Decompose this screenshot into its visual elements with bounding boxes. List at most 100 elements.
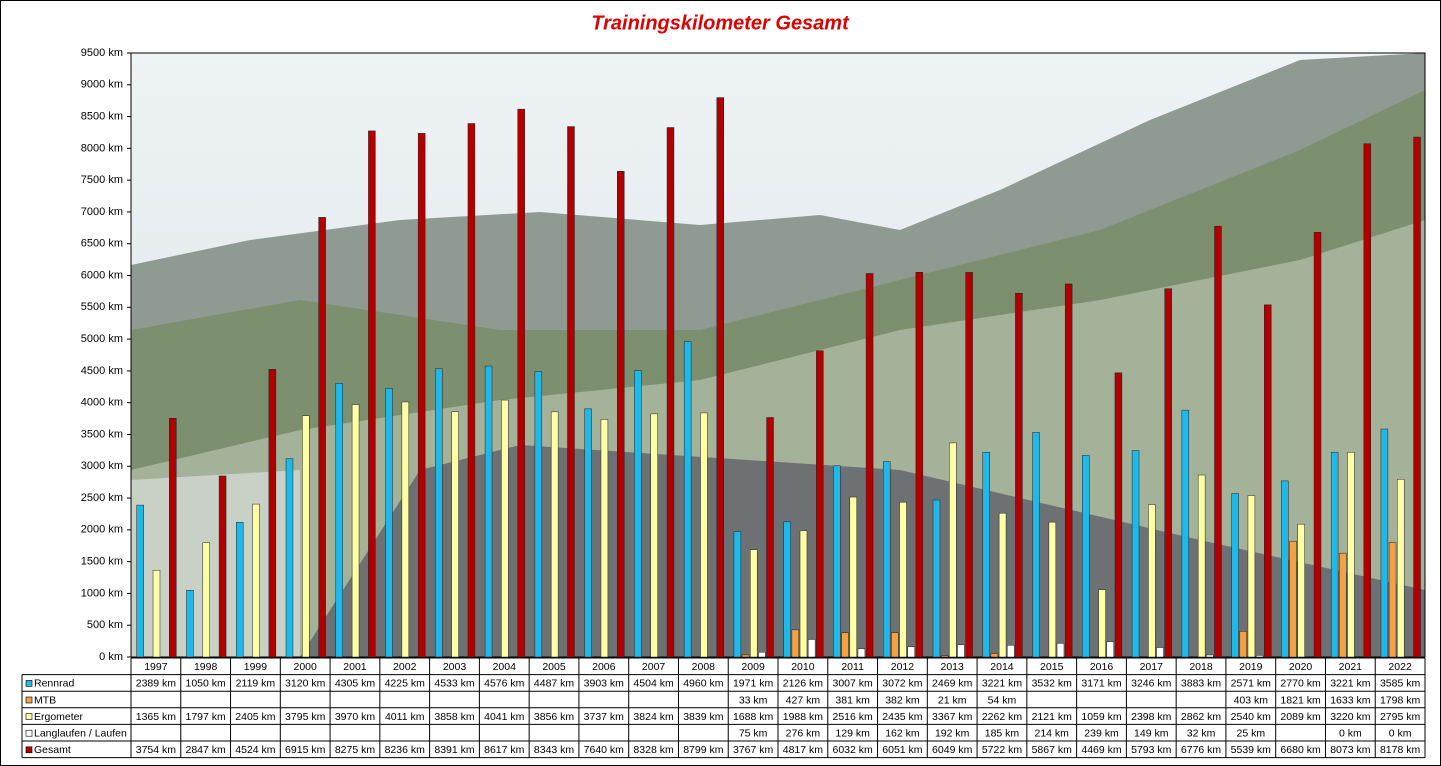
x-tick-label: 2021	[1339, 661, 1363, 673]
bar	[750, 549, 758, 658]
value-label: 239 km	[1084, 727, 1119, 739]
bar	[202, 542, 210, 658]
x-tick-label: 2005	[542, 661, 566, 673]
bar	[186, 589, 194, 658]
bar	[218, 475, 227, 658]
bar	[136, 504, 144, 658]
bar	[882, 461, 891, 658]
value-label: 3858 km	[434, 711, 475, 723]
y-tick-label: 7000 km	[81, 206, 123, 218]
legend-label: Langlaufen / Laufen	[34, 727, 127, 739]
bar	[1206, 654, 1214, 658]
legend-swatch	[25, 746, 33, 754]
bar	[1297, 523, 1305, 658]
bar	[1413, 136, 1421, 658]
value-label: 2126 km	[783, 678, 824, 690]
chart-title: Trainingskilometer Gesamt	[591, 12, 850, 34]
y-tick-label: 3500 km	[81, 428, 123, 440]
value-label: 4041 km	[484, 711, 525, 723]
value-label: 32 km	[1187, 727, 1216, 739]
bar	[302, 415, 310, 658]
value-label: 2121 km	[1032, 711, 1073, 723]
bar	[385, 388, 393, 658]
x-tick-label: 2006	[592, 661, 616, 673]
bar	[417, 133, 426, 658]
value-label: 3585 km	[1380, 678, 1421, 690]
bar	[401, 401, 410, 658]
y-tick-label: 1500 km	[81, 556, 123, 568]
value-label: 162 km	[885, 727, 920, 739]
value-label: 3120 km	[285, 678, 326, 690]
legend-label: MTB	[34, 694, 56, 706]
y-tick-label: 2000 km	[81, 524, 123, 536]
bar	[1148, 504, 1156, 658]
bar	[857, 648, 866, 658]
y-tick-label: 8500 km	[81, 110, 123, 122]
bar	[501, 399, 509, 658]
value-label: 1971 km	[733, 678, 774, 690]
value-label: 3970 km	[335, 711, 376, 723]
value-label: 25 km	[1237, 727, 1266, 739]
value-label: 3767 km	[733, 744, 774, 756]
bar	[733, 531, 742, 658]
bar	[152, 569, 161, 658]
x-tick-label: 2004	[493, 661, 517, 673]
y-tick-label: 0 km	[99, 651, 123, 663]
value-label: 3007 km	[833, 678, 874, 690]
bar	[833, 465, 841, 658]
bar	[1114, 372, 1123, 658]
bar	[634, 370, 642, 658]
bar	[666, 127, 675, 658]
x-tick-label: 2011	[841, 661, 864, 673]
value-label: 3171 km	[1081, 678, 1122, 690]
bar	[1007, 644, 1015, 658]
value-label: 1798 km	[1380, 694, 1421, 706]
bar	[716, 97, 724, 658]
bar	[1056, 643, 1065, 658]
bar	[1231, 493, 1239, 658]
bar	[351, 404, 360, 658]
value-label: 1050 km	[186, 678, 227, 690]
legend-label: Ergometer	[34, 711, 84, 723]
legend-swatch	[25, 713, 33, 720]
value-label: 8073 km	[1330, 744, 1371, 756]
value-label: 2847 km	[186, 744, 227, 756]
bar	[783, 521, 791, 658]
bar	[1131, 450, 1140, 658]
value-label: 4524 km	[235, 744, 276, 756]
value-label: 4960 km	[683, 678, 724, 690]
bar	[1313, 232, 1322, 658]
value-label: 1059 km	[1081, 711, 1122, 723]
value-label: 4225 km	[385, 678, 426, 690]
x-tick-label: 2003	[443, 661, 467, 673]
legend-swatch	[25, 680, 33, 687]
bar	[318, 217, 326, 658]
value-label: 3754 km	[136, 744, 177, 756]
bar	[940, 655, 949, 658]
bar	[600, 419, 609, 658]
y-tick-label: 500 km	[87, 619, 123, 631]
value-label: 54 km	[988, 694, 1017, 706]
y-tick-label: 6500 km	[81, 238, 123, 250]
bar	[1164, 288, 1172, 658]
value-label: 3221 km	[1330, 678, 1371, 690]
bar	[683, 341, 692, 658]
value-label: 3246 km	[1131, 678, 1172, 690]
value-label: 3221 km	[982, 678, 1023, 690]
value-label: 4504 km	[633, 678, 674, 690]
plot-border	[130, 52, 1426, 658]
value-label: 3532 km	[1032, 678, 1073, 690]
x-tick-label: 1998	[194, 661, 218, 673]
value-label: 427 km	[786, 694, 821, 706]
bar	[1264, 304, 1272, 658]
background-photo	[131, 53, 1425, 657]
bar	[990, 653, 999, 658]
value-label: 1365 km	[136, 711, 177, 723]
x-tick-label: 2015	[1040, 661, 1064, 673]
value-label: 3856 km	[534, 711, 575, 723]
bar	[1214, 225, 1222, 658]
bar	[758, 651, 766, 658]
bar	[1363, 143, 1371, 658]
x-tick-label: 2022	[1388, 661, 1412, 673]
value-label: 214 km	[1035, 727, 1070, 739]
